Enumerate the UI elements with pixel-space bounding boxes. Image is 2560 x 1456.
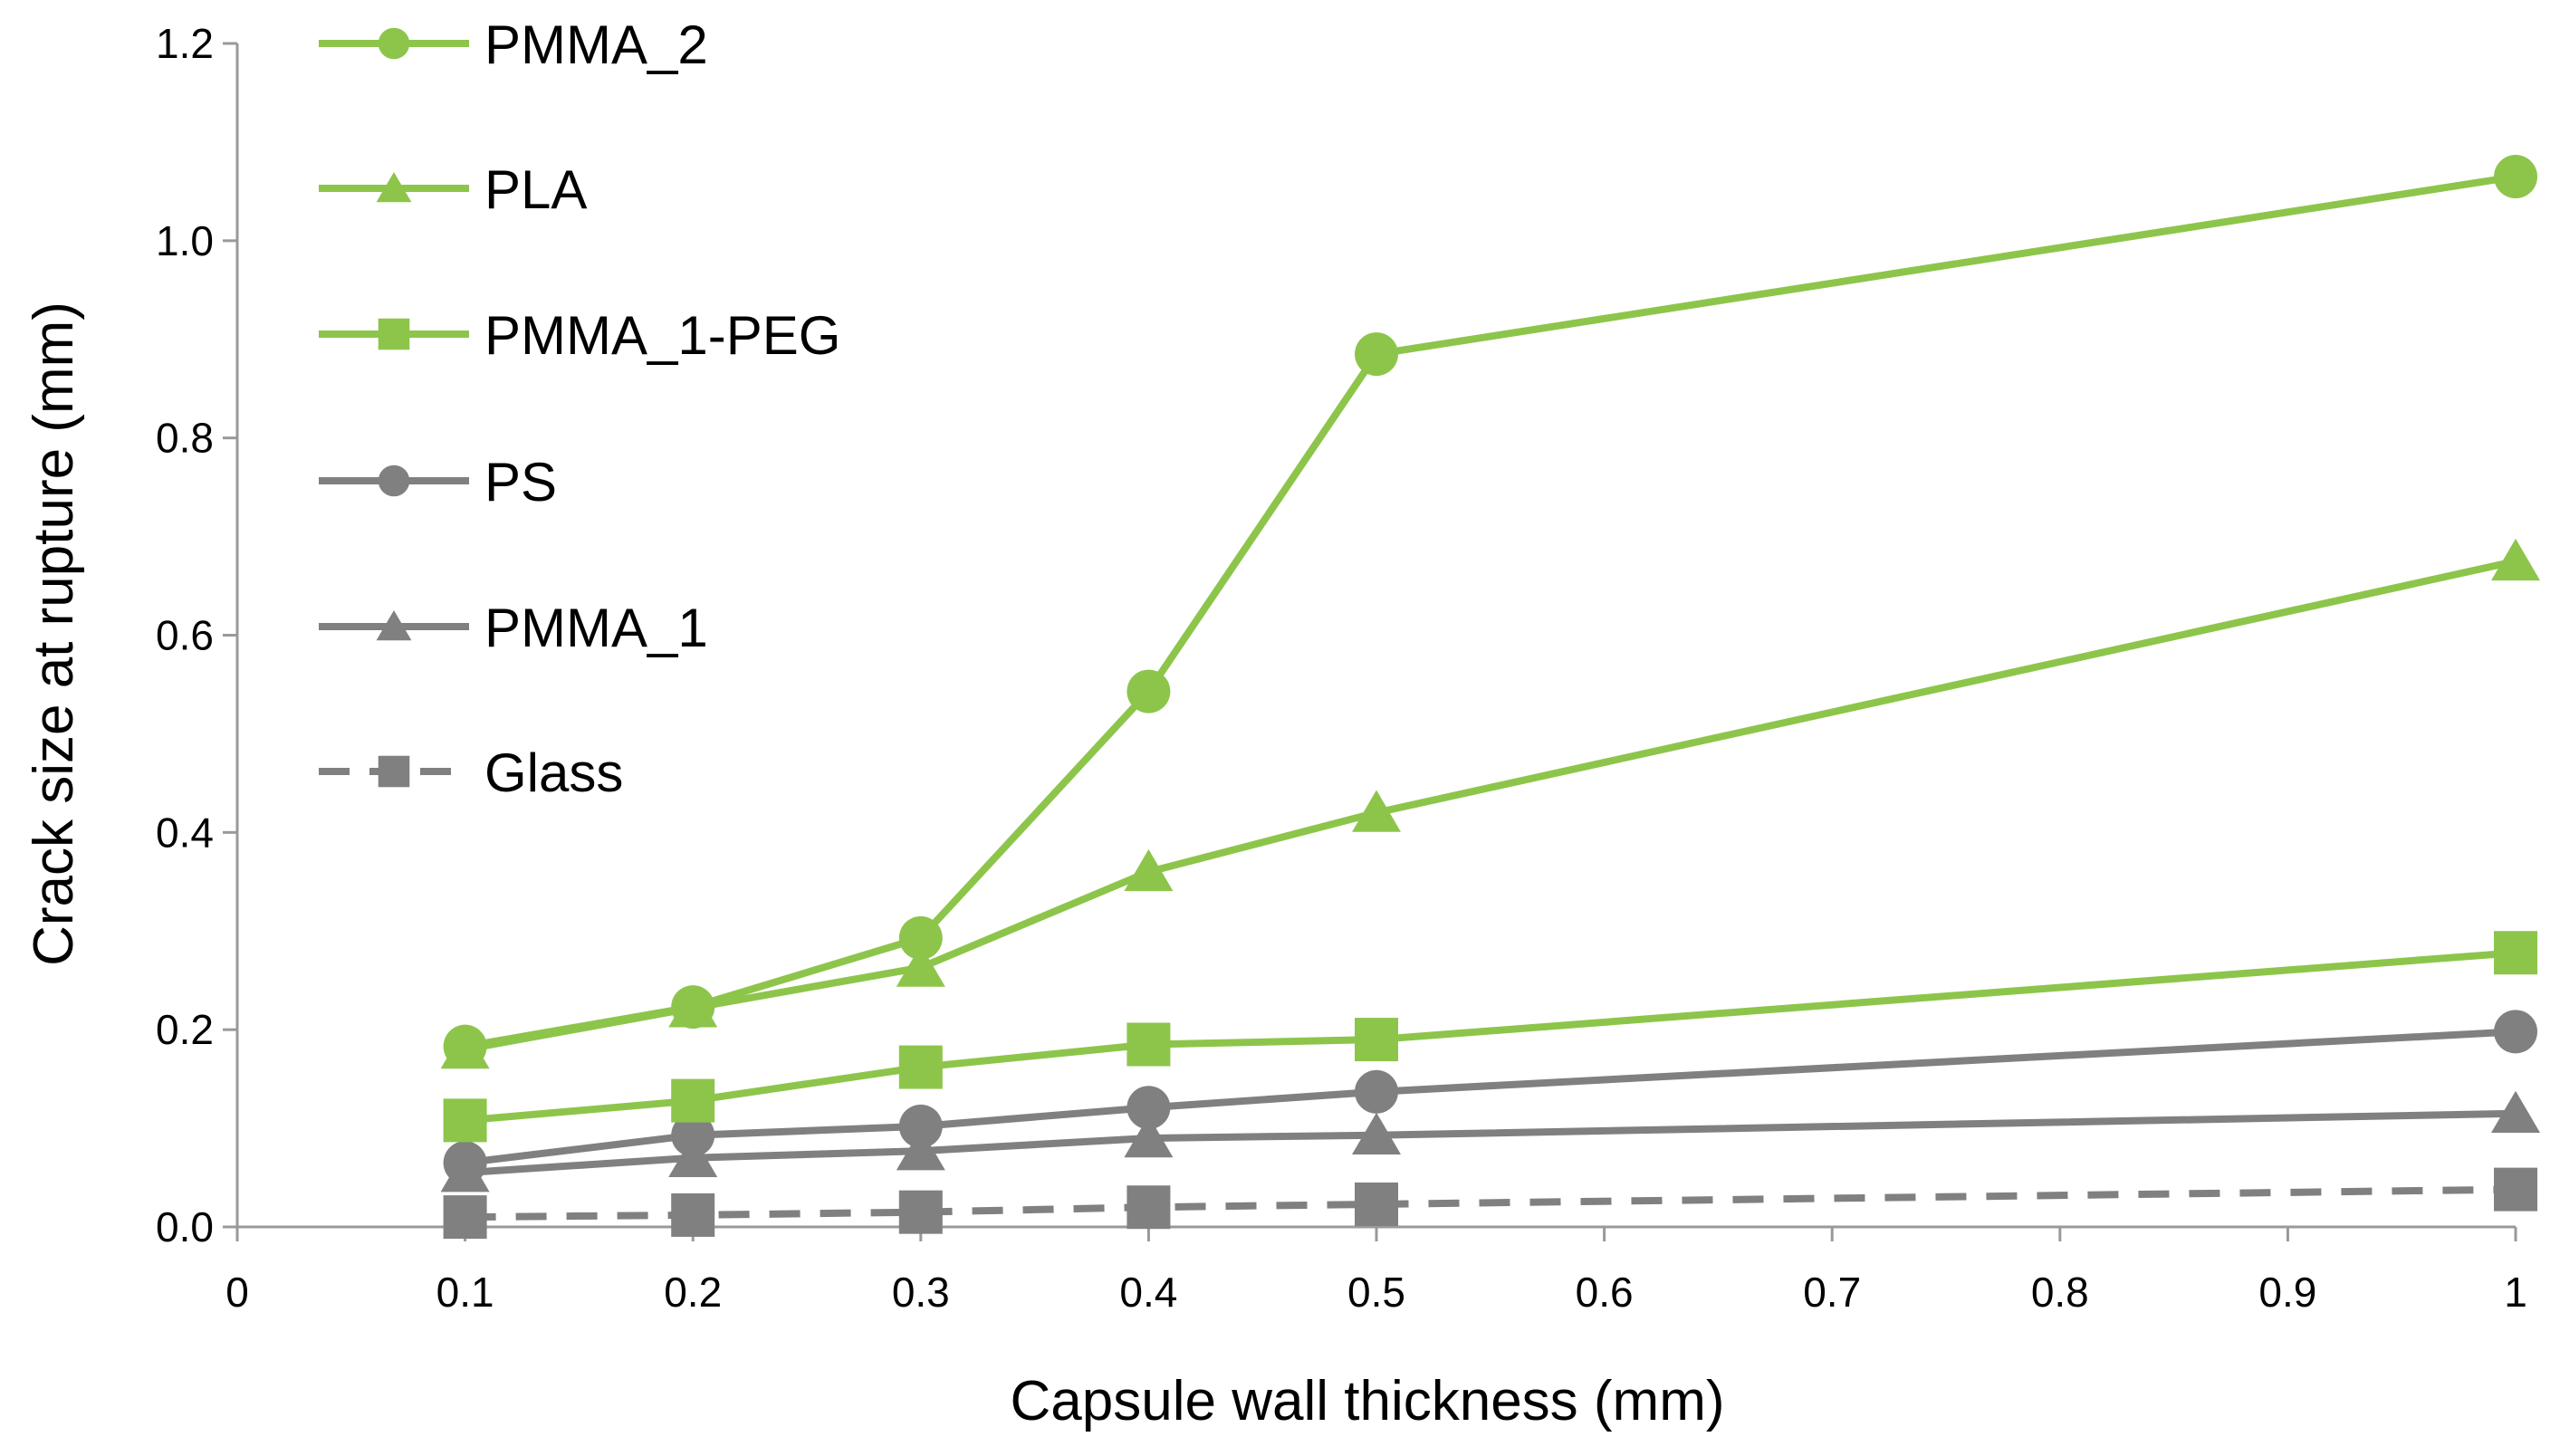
series-line-ps bbox=[465, 1028, 2517, 1167]
data-point-pmma-2 bbox=[671, 985, 715, 1030]
data-point-glass bbox=[1127, 1185, 1171, 1230]
data-point-glass bbox=[1355, 1182, 1398, 1226]
y-tick-label: 1.2 bbox=[156, 20, 214, 67]
x-tick-label: 0.2 bbox=[664, 1269, 722, 1316]
y-tick-label: 1.0 bbox=[156, 217, 214, 264]
data-point-glass bbox=[898, 1190, 943, 1234]
y-axis-title: Crack size at rupture (mm) bbox=[23, 302, 85, 966]
data-point-pla bbox=[896, 944, 945, 987]
data-point-pmma-1 bbox=[2491, 1090, 2540, 1133]
data-point-ps bbox=[443, 1141, 487, 1185]
legend-marker-pmma-1-peg bbox=[378, 318, 410, 350]
data-point-ps bbox=[898, 1104, 943, 1148]
data-point-glass bbox=[2494, 1167, 2537, 1212]
data-point-ps bbox=[671, 1113, 715, 1157]
legend-label-ps: PS bbox=[484, 452, 557, 512]
data-point-pmma-2 bbox=[1355, 332, 1398, 377]
series-line-glass bbox=[465, 1185, 2517, 1221]
x-tick-label: 0.5 bbox=[1347, 1269, 1405, 1316]
x-tick-label: 0.7 bbox=[1803, 1269, 1861, 1316]
data-point-pmma-2 bbox=[443, 1024, 487, 1068]
data-point-ps bbox=[1355, 1069, 1398, 1114]
legend-marker-glass bbox=[378, 755, 410, 788]
x-ticks: 0 0.1 0.2 0.3 0.4 0.5 0.6 0.7 0.8 0.9 1 bbox=[225, 1227, 2527, 1316]
legend-label-glass: Glass bbox=[484, 742, 623, 803]
y-tick-label: 0.8 bbox=[156, 415, 214, 462]
y-tick-label: 0.0 bbox=[156, 1203, 214, 1250]
legend-label-pmma-2: PMMA_2 bbox=[484, 14, 708, 75]
x-axis-title: Capsule wall thickness (mm) bbox=[1011, 1370, 1725, 1432]
x-tick-label: 0.6 bbox=[1576, 1269, 1634, 1316]
x-tick-label: 0.1 bbox=[436, 1269, 494, 1316]
series-lines bbox=[440, 155, 2540, 1240]
data-point-pmma-1-peg bbox=[1355, 1018, 1398, 1062]
legend-marker-pmma-2 bbox=[378, 27, 410, 60]
data-point-pmma-1-peg bbox=[898, 1045, 943, 1089]
x-tick-label: 1 bbox=[2504, 1269, 2527, 1316]
data-point-pla bbox=[1124, 848, 1174, 892]
data-point-ps bbox=[2494, 1010, 2537, 1054]
data-point-pmma-2 bbox=[1127, 669, 1171, 714]
legend-marker-ps bbox=[378, 465, 410, 497]
legend-label-pmma-1-peg: PMMA_1-PEG bbox=[484, 305, 840, 366]
data-point-pmma-1 bbox=[896, 1128, 945, 1171]
data-point-pla bbox=[1352, 790, 1401, 832]
legend-marker-pmma-1 bbox=[376, 610, 412, 641]
legend-label-pmma-1: PMMA_1 bbox=[484, 598, 708, 658]
data-point-pmma-2 bbox=[898, 915, 943, 960]
legend-label-pla: PLA bbox=[484, 159, 587, 220]
data-point-pmma-1 bbox=[1124, 1115, 1174, 1158]
y-ticks: 0.0 0.2 0.4 0.6 0.8 1.0 1.2 bbox=[156, 20, 237, 1250]
data-point-pmma-1-peg bbox=[1127, 1022, 1171, 1067]
data-point-pmma-1-peg bbox=[2494, 931, 2537, 975]
data-point-pmma-1 bbox=[1352, 1112, 1401, 1154]
y-tick-label: 0.6 bbox=[156, 612, 214, 659]
x-tick-label: 0.3 bbox=[892, 1269, 950, 1316]
data-point-pmma-2 bbox=[2494, 155, 2537, 199]
data-point-glass bbox=[443, 1195, 487, 1240]
series-line-pmma-2 bbox=[464, 173, 2517, 1050]
data-point-pla bbox=[2491, 538, 2540, 581]
x-tick-label: 0.9 bbox=[2258, 1269, 2316, 1316]
series-line-pmma-1 bbox=[465, 1109, 2517, 1177]
data-point-ps bbox=[1127, 1086, 1171, 1130]
legend-marker-pla bbox=[376, 172, 412, 203]
data-point-pmma-1-peg bbox=[443, 1098, 487, 1143]
y-tick-label: 0.4 bbox=[156, 809, 214, 856]
data-point-pmma-1-peg bbox=[671, 1078, 715, 1123]
y-tick-label: 0.2 bbox=[156, 1006, 214, 1053]
x-tick-label: 0.8 bbox=[2031, 1269, 2089, 1316]
x-tick-label: 0.4 bbox=[1119, 1269, 1177, 1316]
data-point-glass bbox=[671, 1193, 715, 1237]
legend: PMMA_2 PLA PMMA_1-PEG PS PMMA_1 Glass bbox=[319, 14, 840, 803]
x-tick-label: 0 bbox=[225, 1269, 249, 1316]
series-line-pmma-1-peg bbox=[465, 949, 2517, 1125]
